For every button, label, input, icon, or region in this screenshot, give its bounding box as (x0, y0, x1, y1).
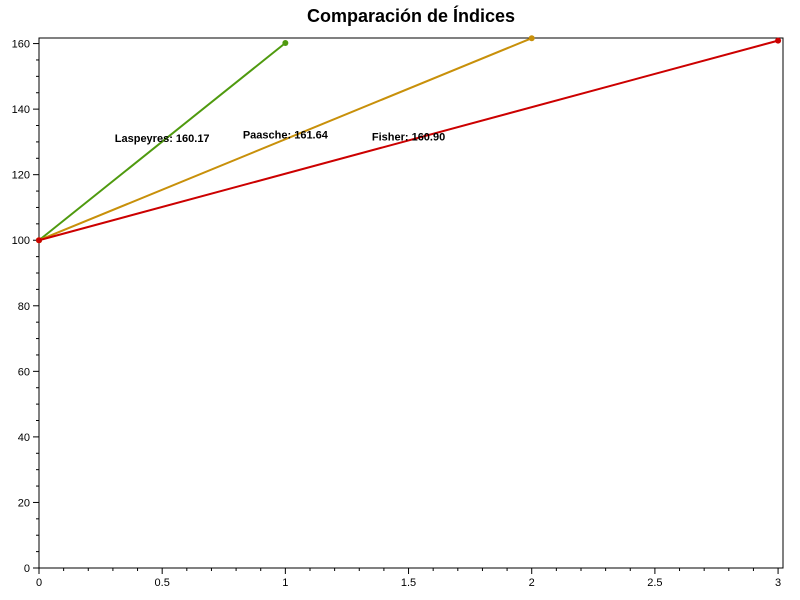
data-point (36, 237, 42, 244)
y-tick-label: 20 (18, 497, 30, 509)
x-tick-label: 0 (36, 577, 42, 589)
y-tick-label: 160 (12, 39, 30, 51)
y-tick-label: 0 (24, 563, 30, 575)
x-tick-label: 1 (282, 577, 288, 589)
x-tick-label: 0.5 (155, 577, 170, 589)
y-tick-label: 40 (18, 432, 30, 444)
data-point (775, 37, 782, 44)
series-line-2 (38, 39, 779, 242)
y-tick-label: 120 (12, 170, 30, 182)
annotation-label: Paasche: 161.64 (243, 130, 329, 142)
axes: 0 0.5 1 1.5 2 2.5 3 0 20 40 60 80 100 120 140 160 (12, 39, 781, 589)
x-tick-label: 1.5 (401, 577, 416, 589)
plot-area (38, 37, 784, 569)
chart-title: Comparación de Índices (307, 5, 515, 26)
data-point (282, 40, 289, 47)
annotation-label: Laspeyres: 160.17 (115, 133, 210, 145)
annotations: Laspeyres: 160.17 Paasche: 161.64 Fisher: … (115, 130, 445, 145)
y-tick-label: 80 (18, 301, 30, 313)
series-line-0 (38, 42, 286, 242)
annotation-label: Fisher: 160.90 (372, 131, 445, 143)
y-tick-label: 100 (12, 235, 30, 247)
x-tick-label: 2.5 (647, 577, 662, 589)
data-point (528, 35, 535, 42)
y-tick-label: 60 (18, 366, 30, 378)
x-tick-label: 2 (529, 577, 535, 589)
series-line-1 (38, 37, 533, 242)
x-tick-label: 3 (775, 577, 781, 589)
y-tick-label: 140 (12, 104, 30, 116)
series-lines (36, 35, 782, 244)
